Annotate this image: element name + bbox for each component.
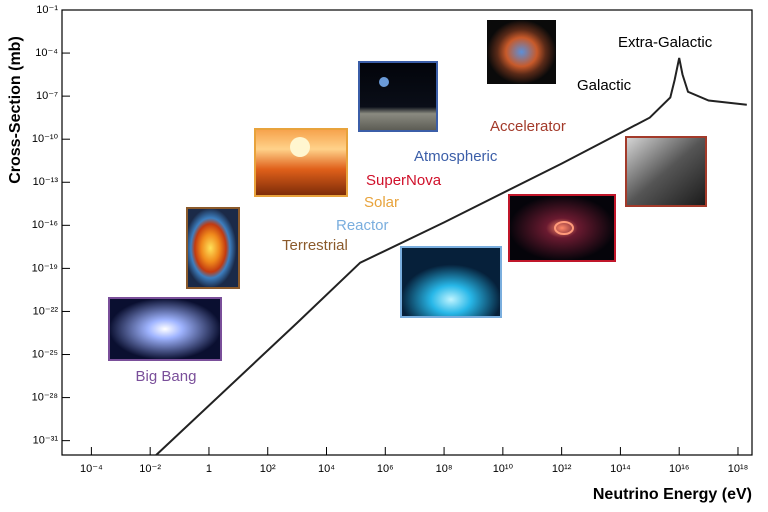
- x-tick-label: 10¹⁰: [493, 463, 514, 475]
- x-tick-label: 1: [206, 463, 212, 475]
- x-tick-label: 10¹⁸: [728, 463, 749, 475]
- y-tick-label: 10⁻²⁸: [32, 391, 58, 403]
- annotation: Galactic: [577, 77, 632, 94]
- annotation: SuperNova: [366, 172, 442, 189]
- y-tick-label: 10⁻²⁵: [32, 348, 58, 360]
- y-tick-label: 10⁻¹: [36, 4, 58, 16]
- nebula-image: [487, 20, 556, 84]
- x-tick-label: 10⁸: [436, 463, 453, 475]
- x-tick-label: 10⁻⁴: [80, 463, 103, 475]
- sun-disc: [290, 137, 310, 157]
- earth-image: [186, 207, 240, 289]
- y-tick-label: 10⁻⁷: [36, 90, 58, 102]
- x-tick-label: 10⁴: [318, 463, 335, 475]
- accelerator-image: [625, 136, 707, 207]
- x-tick-label: 10¹²: [552, 463, 572, 475]
- reactor-image: [400, 246, 502, 318]
- annotation: Atmospheric: [414, 148, 498, 165]
- y-tick-label: 10⁻⁴: [35, 47, 58, 59]
- y-tick-label: 10⁻³¹: [33, 435, 59, 447]
- x-tick-label: 10¹⁴: [610, 463, 631, 475]
- y-axis-label: Cross-Section (mb): [7, 36, 24, 184]
- annotation: Accelerator: [490, 118, 566, 135]
- y-tick-label: 10⁻¹³: [33, 176, 59, 188]
- earth-disc: [379, 77, 389, 87]
- x-tick-label: 10²: [260, 463, 276, 475]
- big-bang-image: [108, 297, 222, 361]
- y-tick-label: 10⁻¹⁶: [32, 219, 58, 231]
- supernova-image: [508, 194, 616, 262]
- x-tick-label: 10⁻²: [139, 463, 161, 475]
- annotation: Reactor: [336, 217, 389, 234]
- x-axis-label: Neutrino Energy (eV): [593, 486, 752, 503]
- y-tick-label: 10⁻¹⁰: [32, 133, 59, 145]
- earthrise-image: [358, 61, 438, 132]
- annotation: Big Bang: [136, 368, 197, 385]
- cross-section-curve: [155, 57, 747, 456]
- supernova-ring: [554, 221, 574, 235]
- plot-frame: [61, 9, 753, 456]
- annotation: Solar: [364, 194, 399, 211]
- y-tick-label: 10⁻²²: [33, 305, 59, 317]
- x-tick-label: 10⁶: [377, 463, 394, 475]
- annotation: Extra-Galactic: [618, 34, 713, 51]
- annotations: Big Bang Terrestrial Reactor Solar Super…: [136, 34, 713, 385]
- x-tick-label: 10¹⁶: [669, 463, 689, 475]
- illustrations: [108, 20, 707, 361]
- y-tick-label: 10⁻¹⁹: [32, 262, 58, 274]
- annotation: Terrestrial: [282, 237, 348, 254]
